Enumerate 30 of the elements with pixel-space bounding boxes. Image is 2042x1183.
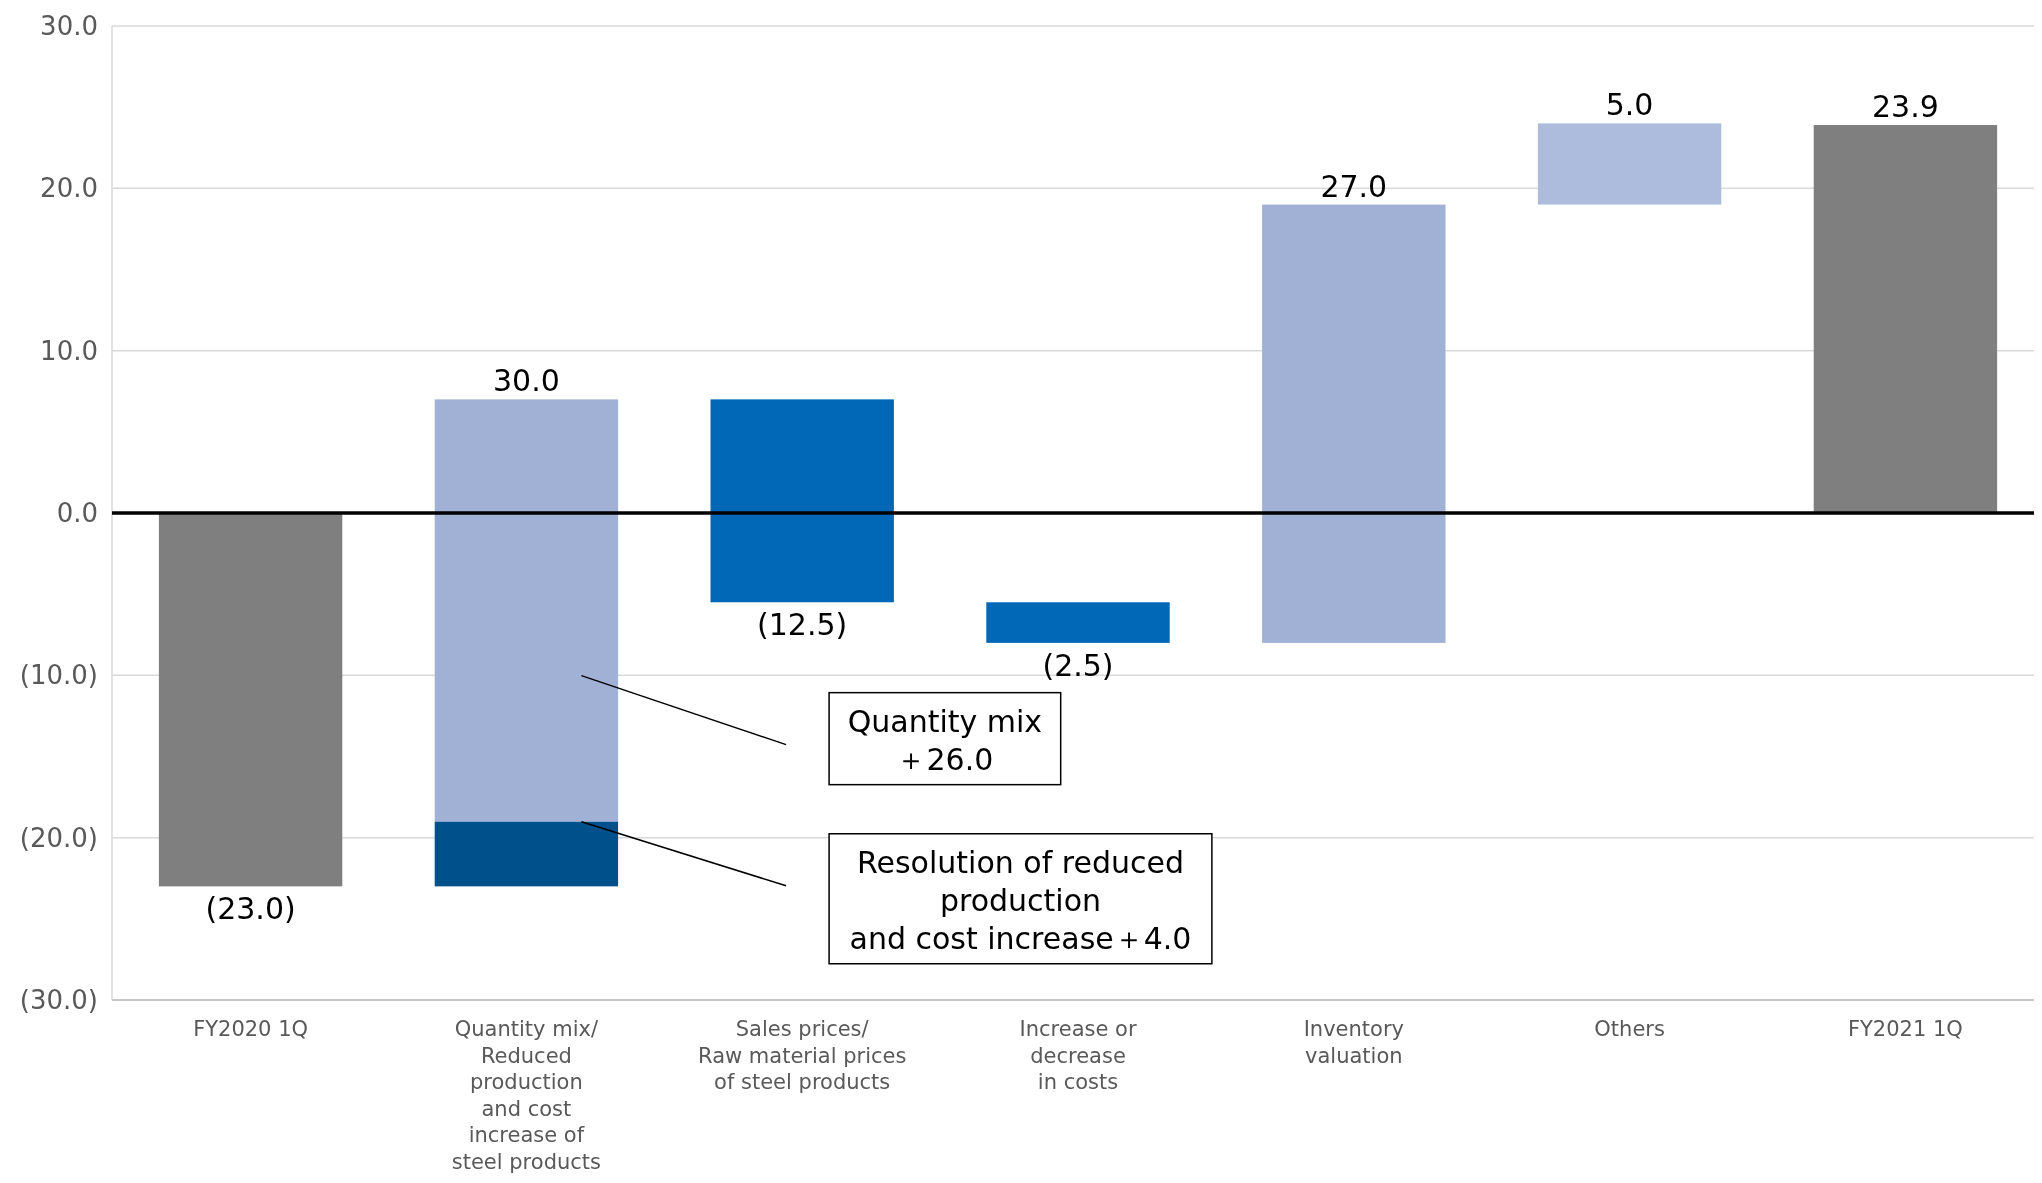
y-tick-label: 30.0 [40,11,98,41]
bar [158,513,343,887]
bar [1537,123,1722,205]
bar [986,602,1170,643]
x-tick-label: FY2021 1Q [1847,1017,1963,1041]
data-label: (2.5) [1042,647,1114,683]
annotation: Quantity mix ＋26.0 [847,703,1043,777]
x-tick-label: Quantity mix/ Reduced production and cost increase of steel products [451,1017,602,1174]
bar [1813,125,1998,513]
data-label: 27.0 [1320,168,1388,204]
x-tick-label: Increase or decrease in costs [1019,1017,1137,1094]
bar [434,821,619,887]
y-tick-label: 0.0 [56,498,98,528]
x-tick-label: Inventory valuation [1303,1017,1404,1068]
data-label: 5.0 [1605,87,1654,123]
y-tick-label: 10.0 [40,335,98,366]
y-tick-label: (30.0) [19,985,98,1015]
y-tick-label: (10.0) [19,660,98,691]
x-tick-label: Sales prices/ Raw material prices of steel products [698,1017,907,1094]
x-tick-label: Others [1594,1017,1665,1041]
data-label: 23.9 [1872,89,1939,125]
data-label: (23.0) [205,891,296,927]
x-tick-label: FY2020 1Q [193,1017,309,1041]
data-label: (12.5) [757,607,848,643]
annotation: Resolution of reduced production and cost increase＋4.0 [849,844,1192,956]
y-tick-label: (20.0) [19,822,98,853]
y-tick-label: 20.0 [40,173,98,204]
total-label: 30.0 [493,363,560,399]
bar [710,399,894,603]
bar [434,399,619,822]
